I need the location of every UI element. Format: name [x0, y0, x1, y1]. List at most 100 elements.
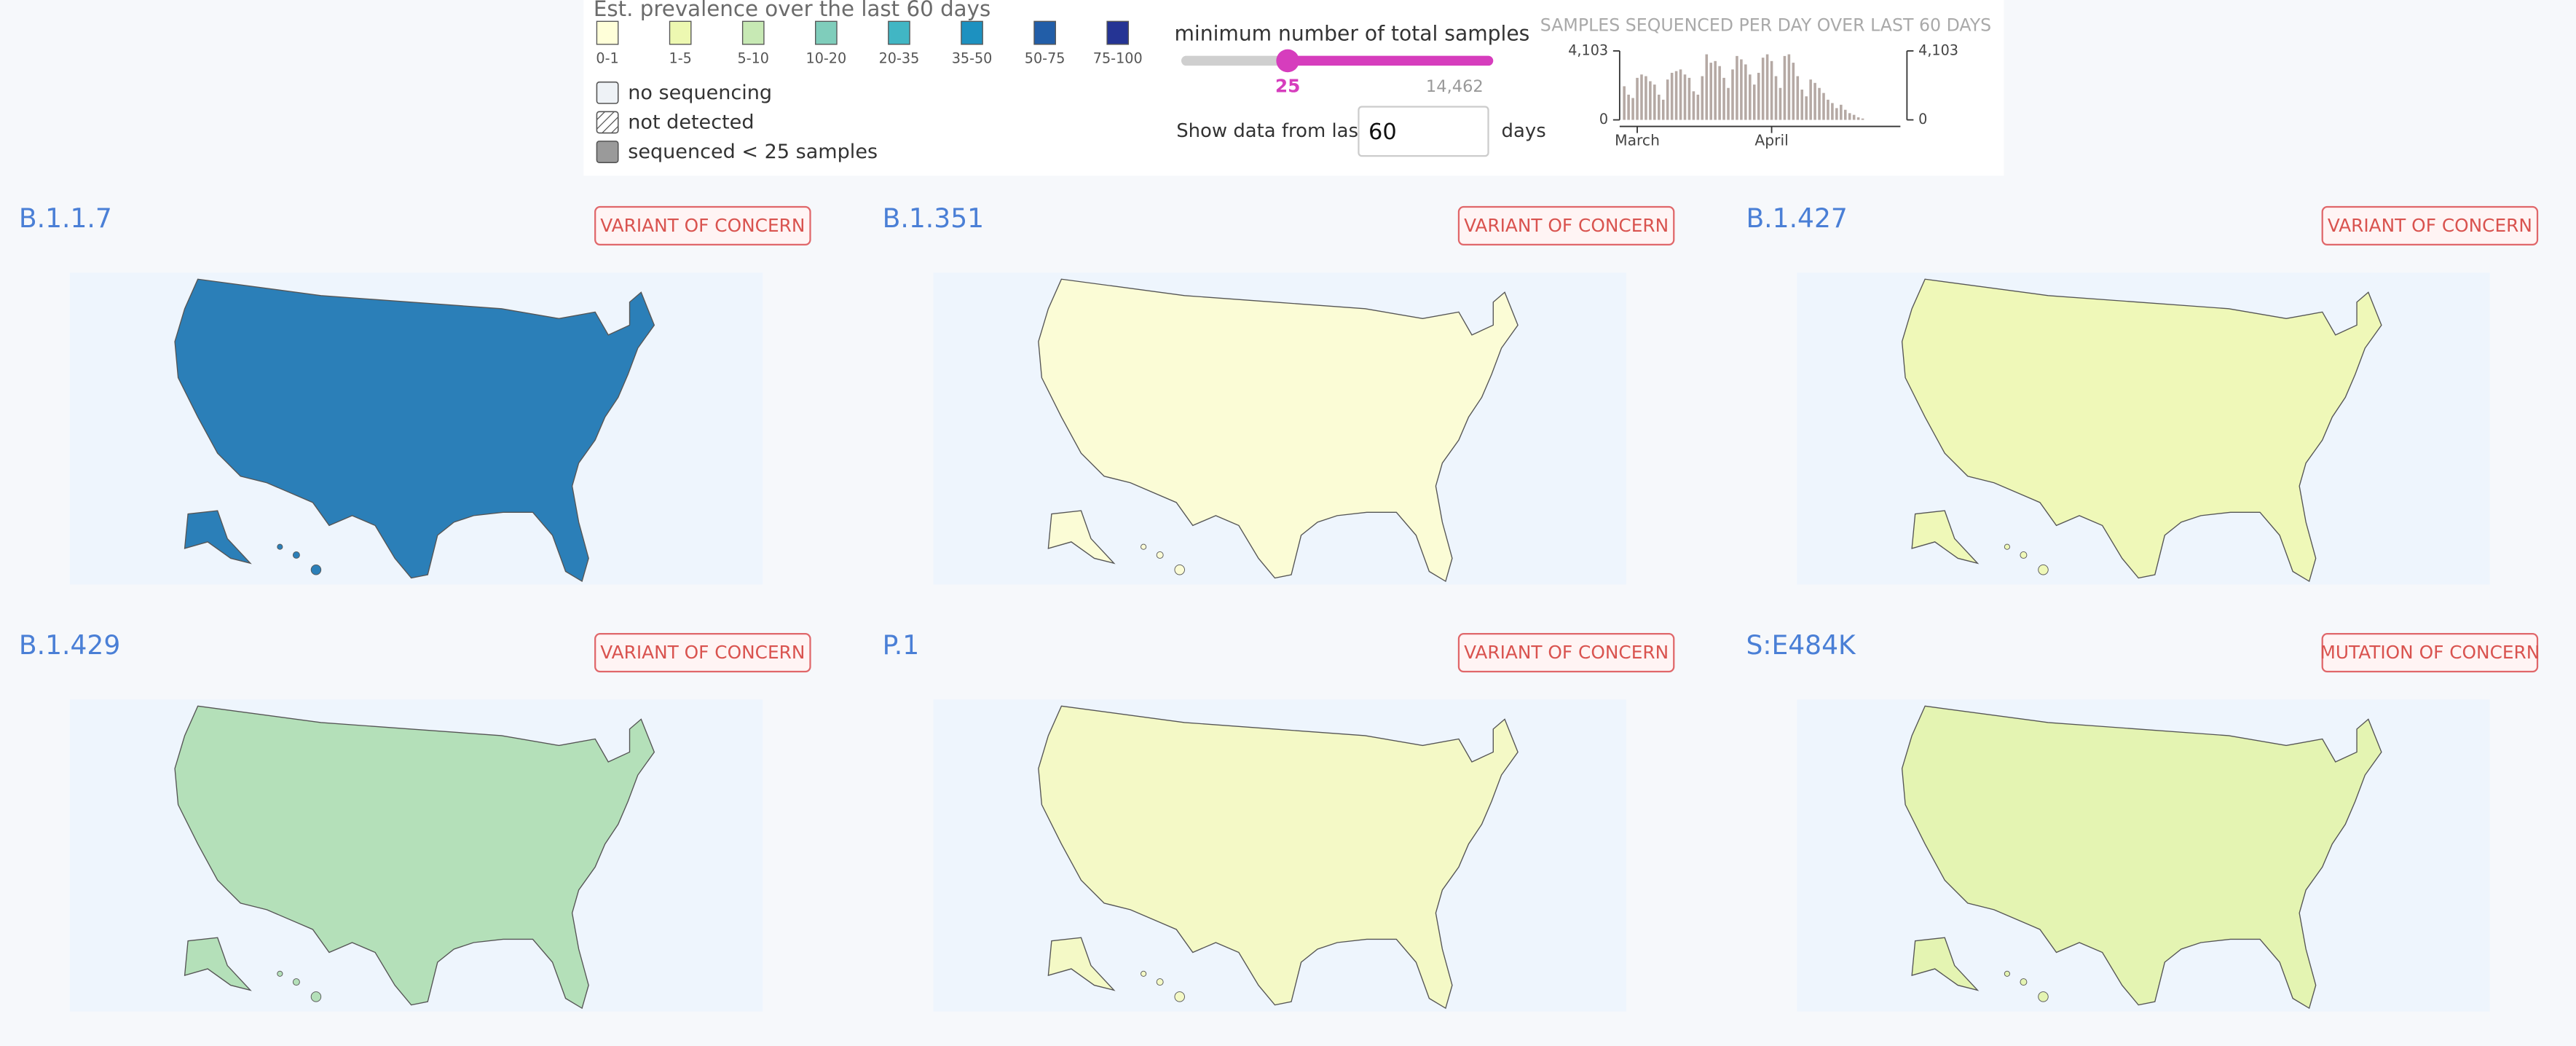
- histogram-bar: [1740, 59, 1743, 120]
- histogram-bar: [1692, 91, 1695, 120]
- panel-title: P.1: [883, 630, 920, 661]
- tag-badge: [1457, 205, 1675, 246]
- tag-badge: [1457, 633, 1675, 673]
- legend-label: 5-10: [738, 50, 769, 67]
- histogram-bar: [1852, 114, 1856, 120]
- legend-swatch: [815, 20, 838, 45]
- histogram-bar: [1861, 118, 1864, 120]
- histogram-bar: [1843, 109, 1847, 120]
- legend-label: 10-20: [806, 50, 847, 67]
- days-value[interactable]: 60: [1368, 119, 1397, 145]
- panel-title: B.1.429: [19, 630, 120, 661]
- histogram-bar: [1722, 77, 1725, 120]
- legend-label: sequenced < 25 samples: [628, 141, 878, 163]
- slider-knob[interactable]: [1276, 49, 1299, 73]
- histogram-bar: [1800, 90, 1804, 120]
- legend-label: not detected: [628, 111, 754, 134]
- map-panel: P.1 VARIANT OF CONCERN: [883, 630, 1675, 1012]
- days-input[interactable]: [1358, 106, 1489, 157]
- histogram-bar: [1783, 55, 1787, 120]
- x-tick-label: March: [1615, 131, 1660, 149]
- legend-title: Est. prevalence over the last 60 days: [594, 0, 990, 21]
- histogram-bar: [1631, 98, 1634, 120]
- histogram-bar: [1714, 60, 1717, 120]
- legend-swatch: [596, 20, 619, 45]
- tag-badge: [2321, 633, 2539, 673]
- legend-swatch: [1106, 20, 1130, 45]
- histogram-title: SAMPLES SEQUENCED PER DAY OVER LAST 60 D…: [1540, 15, 1991, 36]
- panel-title: B.1.1.7: [19, 203, 112, 234]
- days-label: Show data from last: [1176, 120, 1366, 142]
- histogram-bar: [1840, 104, 1843, 120]
- histogram-bar: [1787, 54, 1791, 120]
- slider-label: minimum number of total samples: [1174, 21, 1529, 45]
- map-panel: B.1.427 VARIANT OF CONCERN: [1746, 203, 2539, 585]
- histogram-bar: [1687, 77, 1691, 120]
- histogram-bar: [1640, 74, 1643, 120]
- tag-badge: [594, 633, 811, 673]
- tag-label: VARIANT OF CONCERN: [600, 215, 805, 236]
- histogram-bar: [1761, 58, 1765, 120]
- histogram-bar: [1848, 113, 1851, 120]
- histogram-bar: [1752, 84, 1756, 120]
- histogram-bar: [1627, 94, 1630, 120]
- panel-title: S:E484K: [1746, 630, 1856, 661]
- histogram-bar: [1744, 64, 1747, 120]
- histogram-bar: [1674, 71, 1678, 120]
- histogram-bar: [1749, 74, 1752, 120]
- map-panel: B.1.429 VARIANT OF CONCERN: [19, 630, 811, 1012]
- histogram-bar: [1765, 54, 1769, 120]
- histogram-bar: [1727, 87, 1730, 120]
- histogram-bar: [1696, 94, 1700, 120]
- histogram-bar: [1701, 76, 1704, 120]
- legend-swatch: [596, 81, 619, 104]
- histogram-bar: [1670, 72, 1674, 120]
- tag-label: VARIANT OF CONCERN: [1464, 215, 1669, 236]
- histogram-bar: [1796, 76, 1800, 120]
- histogram-bar: [1623, 86, 1626, 120]
- legend-label: 75-100: [1093, 50, 1143, 67]
- histogram-bar: [1835, 108, 1838, 120]
- histogram-bar: [1658, 94, 1661, 120]
- tag-label: VARIANT OF CONCERN: [1464, 642, 1669, 663]
- legend-swatch: [1033, 20, 1056, 45]
- histogram-bar: [1636, 77, 1639, 120]
- histogram-bar: [1856, 117, 1860, 120]
- histogram-bar: [1818, 87, 1821, 120]
- days-unit: days: [1502, 120, 1546, 142]
- tag-badge: [594, 205, 811, 246]
- histogram-bar: [1705, 54, 1709, 120]
- histogram-bar: [1661, 99, 1665, 120]
- panel-title: B.1.351: [883, 203, 984, 234]
- histogram-bar: [1757, 72, 1760, 120]
- histogram-bar: [1649, 81, 1652, 120]
- histogram-bar: [1770, 60, 1773, 120]
- histogram-bar: [1683, 74, 1687, 120]
- histogram-bar: [1731, 69, 1734, 120]
- map-panel: B.1.351 VARIANT OF CONCERN: [883, 203, 1675, 585]
- legend-label: 35-50: [952, 50, 993, 67]
- histogram-bar: [1805, 96, 1808, 120]
- legend-swatch: [741, 20, 765, 45]
- histogram-bar: [1736, 55, 1738, 120]
- histogram-bar: [1809, 79, 1812, 120]
- histogram-bar: [1792, 63, 1795, 120]
- y-tick-label: 4,103: [1918, 42, 1958, 58]
- y-tick-label: 4,103: [1568, 42, 1608, 58]
- map-panel: B.1.1.7 VARIANT OF CONCERN: [19, 203, 811, 585]
- histogram-bar: [1709, 63, 1713, 120]
- x-tick-label: April: [1754, 131, 1788, 149]
- histogram-bar: [1779, 87, 1782, 120]
- legend-label: 20-35: [879, 50, 920, 67]
- y-tick-label: 0: [1599, 111, 1608, 127]
- histogram-bar: [1813, 82, 1816, 120]
- legend-swatch: [961, 20, 983, 45]
- legend-label: 50-75: [1025, 50, 1066, 67]
- legend-swatch: [596, 141, 619, 163]
- map-panel: S:E484K MUTATION OF CONCERN: [1746, 630, 2540, 1012]
- histogram-bar: [1718, 66, 1721, 120]
- y-tick-label: 0: [1918, 111, 1927, 127]
- legend-swatch: [596, 111, 619, 134]
